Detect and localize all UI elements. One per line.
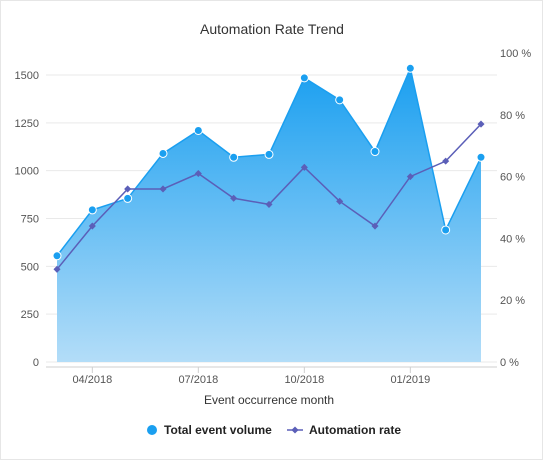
y-right-tick-label: 20 % — [500, 295, 525, 307]
volume-point — [52, 251, 62, 261]
y-left-tick-label: 0 — [33, 357, 39, 369]
y-right-tick-label: 0 % — [500, 357, 519, 369]
legend-label-volume: Total event volume — [164, 423, 272, 437]
legend-label-rate: Automation rate — [309, 423, 401, 437]
y-right-tick-label: 80 % — [500, 110, 525, 122]
rate-point — [230, 194, 238, 202]
legend: Total event volume Automation rate — [147, 423, 401, 437]
legend-item-rate[interactable]: Automation rate — [287, 423, 401, 437]
legend-marker-rate — [291, 426, 299, 434]
rate-point — [300, 163, 308, 171]
rate-point — [194, 169, 202, 178]
y-axis-right: 0 % 20 % 40 % 60 % 80 % 100 % — [500, 48, 531, 369]
volume-point — [87, 205, 97, 215]
y-right-tick-label: 40 % — [500, 233, 525, 245]
x-axis: 04/2018 07/2018 10/2018 01/2019 — [46, 366, 497, 386]
volume-point — [476, 152, 486, 162]
volume-point — [405, 63, 415, 73]
rate-point — [265, 200, 273, 208]
y-left-tick-label: 750 — [21, 214, 39, 226]
volume-point — [370, 147, 380, 157]
y-left-tick-label: 1000 — [15, 166, 39, 178]
volume-point — [229, 152, 239, 162]
rate-point — [124, 185, 132, 193]
line-series — [53, 120, 485, 273]
x-tick-label: 10/2018 — [284, 374, 324, 386]
x-tick-label: 07/2018 — [178, 374, 218, 386]
x-axis-title: Event occurrence month — [204, 393, 334, 407]
rate-point — [159, 185, 167, 193]
chart-title: Automation Rate Trend — [200, 21, 344, 37]
rate-point — [336, 197, 344, 205]
area-fill — [57, 68, 481, 362]
volume-point — [335, 95, 345, 105]
x-tick-label: 04/2018 — [72, 374, 112, 386]
y-axis-left: 0 250 500 750 1000 1250 1500 — [15, 70, 39, 369]
rate-point — [88, 222, 96, 230]
volume-point — [299, 73, 309, 83]
x-tick-label: 01/2019 — [390, 374, 430, 386]
rate-point — [477, 120, 485, 128]
volume-point — [441, 225, 451, 235]
y-left-tick-label: 500 — [21, 261, 39, 273]
legend-item-volume[interactable]: Total event volume — [147, 423, 272, 437]
volume-point — [193, 125, 203, 135]
rate-point — [442, 157, 450, 165]
y-right-tick-label: 60 % — [500, 172, 525, 184]
volume-point — [123, 193, 133, 203]
rate-point — [371, 222, 379, 230]
y-left-tick-label: 250 — [21, 309, 39, 321]
volume-point — [264, 149, 274, 159]
rate-point — [406, 173, 414, 181]
rate-point — [53, 265, 61, 273]
area-series — [52, 63, 486, 362]
volume-point — [158, 148, 168, 158]
legend-marker-volume — [147, 425, 157, 435]
y-right-tick-label: 100 % — [500, 48, 531, 60]
y-left-tick-label: 1500 — [15, 70, 39, 82]
y-left-tick-label: 1250 — [15, 118, 39, 130]
